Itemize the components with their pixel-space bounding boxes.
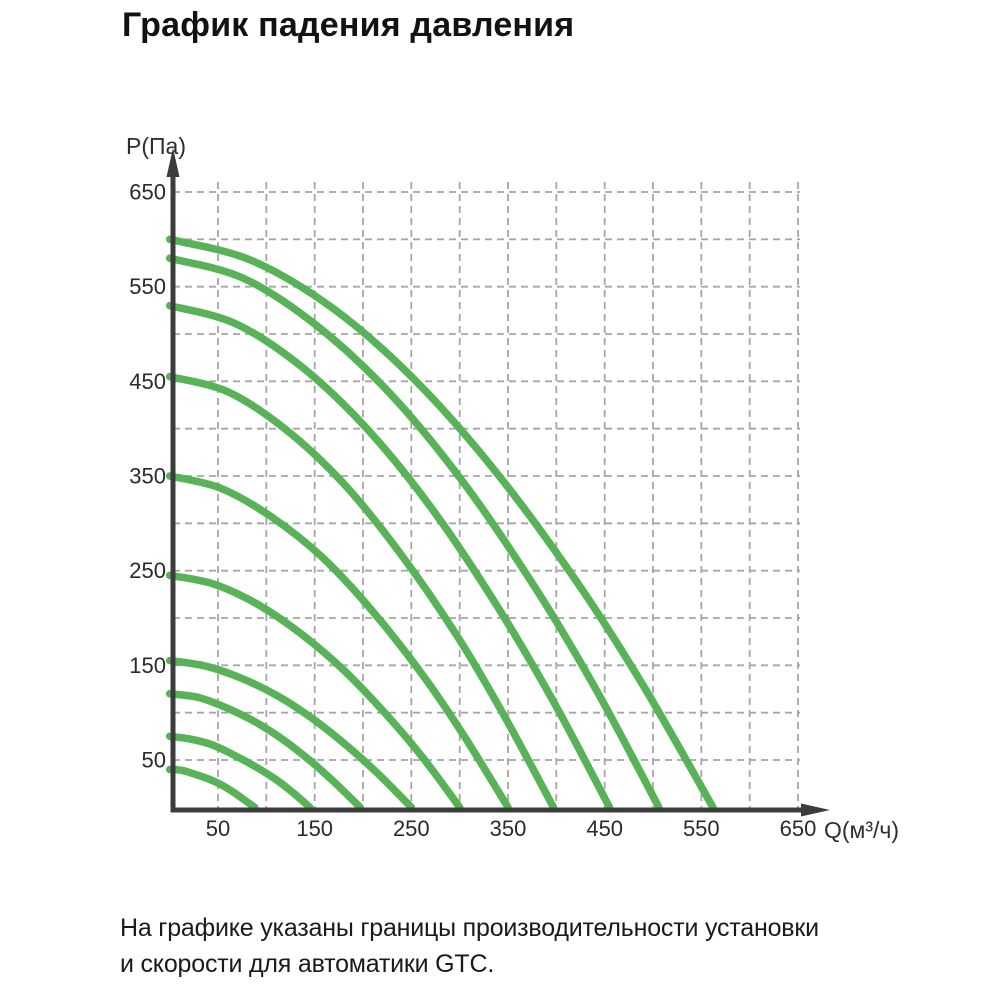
y-axis-label: P(Па) xyxy=(126,133,186,159)
y-tick-label-150: 150 xyxy=(129,653,166,678)
x-tick-label-450: 450 xyxy=(586,816,623,841)
caption-line-1: На графике указаны границы производитель… xyxy=(120,914,819,942)
chart-caption: На графике указаны границы производитель… xyxy=(120,910,819,982)
pressure-curve-curve-580 xyxy=(165,254,663,812)
axes-layer xyxy=(166,148,830,817)
y-tick-label-550: 550 xyxy=(129,274,166,299)
x-tick-label-650: 650 xyxy=(780,816,817,841)
pressure-curve-curve-120 xyxy=(165,689,364,812)
pressure-curve-curve-75 xyxy=(165,732,314,812)
pressure-curve-curve-455 xyxy=(165,372,558,812)
page-title: График падения давления xyxy=(122,6,575,44)
x-tick-label-50: 50 xyxy=(206,816,230,841)
x-tick-label-150: 150 xyxy=(296,816,333,841)
y-tick-label-350: 350 xyxy=(129,464,166,489)
x-axis-arrow-icon xyxy=(801,803,830,817)
pressure-curve-curve-245 xyxy=(165,571,464,812)
y-axis-arrow-icon xyxy=(166,148,180,177)
y-tick-label-650: 650 xyxy=(129,180,166,205)
caption-line-2: и скорости для автоматики GTC. xyxy=(120,950,495,978)
x-tick-label-550: 550 xyxy=(683,816,720,841)
pressure-curve-curve-40 xyxy=(165,765,259,812)
curves-layer xyxy=(165,235,717,812)
pressure-curve-curve-155 xyxy=(165,656,416,812)
x-tick-label-250: 250 xyxy=(393,816,430,841)
y-tick-label-50: 50 xyxy=(142,748,166,773)
grid-layer xyxy=(173,182,800,810)
ticks-layer: 50 150 250 350 450 550 650 50 150 250 350 450 550 650 xyxy=(129,180,816,842)
pressure-curve-curve-530 xyxy=(165,301,614,812)
x-axis-label: Q(м³/ч) xyxy=(824,817,899,843)
y-tick-label-250: 250 xyxy=(129,558,166,583)
pressure-curve-curve-350 xyxy=(165,472,512,812)
pressure-curve-curve-600 xyxy=(165,235,717,812)
x-tick-label-350: 350 xyxy=(490,816,527,841)
y-tick-label-450: 450 xyxy=(129,369,166,394)
